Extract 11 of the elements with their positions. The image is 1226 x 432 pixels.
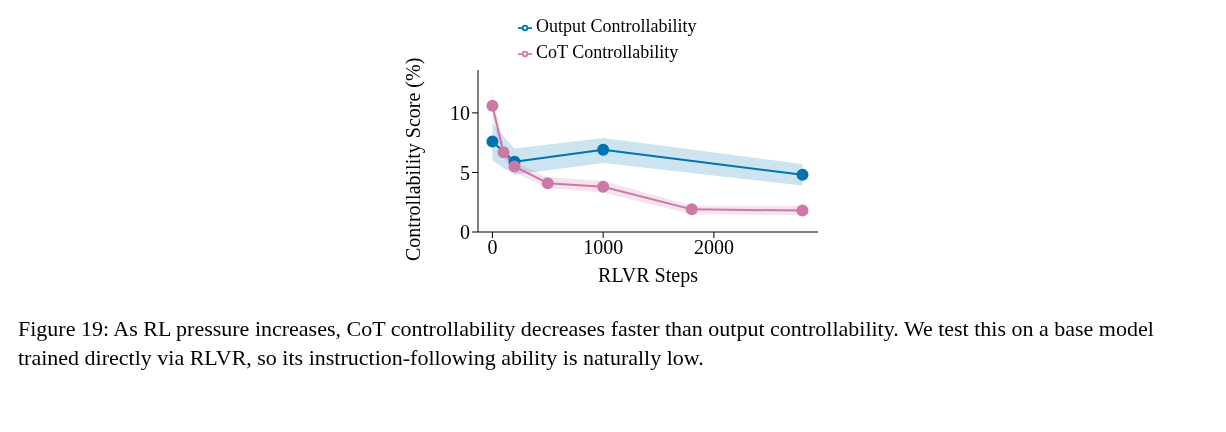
y-tick-label: 10: [450, 101, 470, 124]
x-tick-label: 2000: [693, 236, 734, 259]
y-tick-label: 0: [460, 221, 470, 244]
x-tick-label: 0: [487, 236, 498, 259]
legend-label: Output Controllability: [536, 16, 697, 36]
x-axis-title: RLVR Steps: [598, 264, 699, 287]
caption: Figure 19: As RL pressure increases, CoT controllability decreases faster than output controllability. We test this on a base model trained directly via RLVR, so its instruction-following ability is naturally low.: [18, 315, 1155, 372]
x-tick-label: 1000: [583, 236, 624, 259]
legend-label: CoT Controllability: [536, 42, 679, 62]
y-axis-title: Controllability Score (%): [402, 57, 426, 261]
y-tick-label: 5: [460, 161, 470, 184]
